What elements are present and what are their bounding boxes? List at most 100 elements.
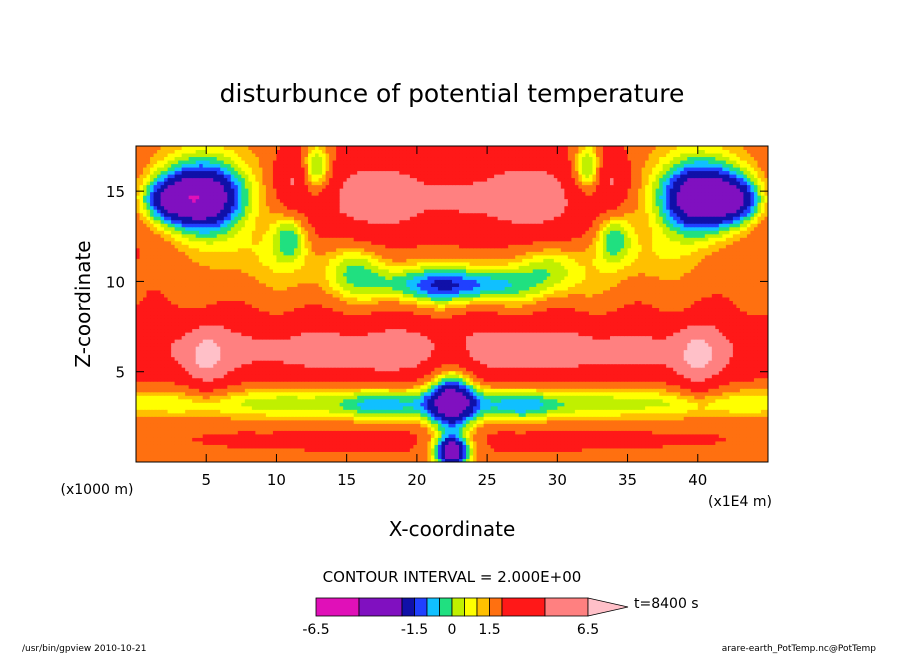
field-cell xyxy=(683,381,688,386)
field-cell xyxy=(395,416,400,421)
field-cell xyxy=(483,451,488,456)
field-cell xyxy=(185,370,190,375)
field-cell xyxy=(336,384,341,389)
field-cell xyxy=(286,409,291,414)
field-cell xyxy=(430,458,435,462)
field-cell xyxy=(539,388,544,393)
field-cell xyxy=(581,433,586,438)
field-cell xyxy=(374,377,379,382)
field-cell xyxy=(160,395,165,400)
field-cell xyxy=(251,363,256,368)
field-cell xyxy=(722,454,727,459)
field-cell xyxy=(564,440,569,445)
field-cell xyxy=(518,398,523,403)
field-cell xyxy=(543,433,548,438)
field-cell xyxy=(501,416,506,421)
field-cell xyxy=(297,402,302,407)
field-cell xyxy=(739,374,744,379)
field-cell xyxy=(595,447,600,452)
field-cell xyxy=(595,444,600,449)
field-cell xyxy=(192,370,197,375)
field-cell xyxy=(634,377,639,382)
field-cell xyxy=(322,388,327,393)
field-cell xyxy=(322,363,327,368)
field-cell xyxy=(697,388,702,393)
field-cell xyxy=(409,391,414,396)
field-cell xyxy=(666,395,671,400)
field-cell xyxy=(655,405,660,410)
field-cell xyxy=(262,374,267,379)
field-cell xyxy=(329,423,334,428)
field-cell xyxy=(455,402,460,407)
field-cell xyxy=(371,447,376,452)
field-cell xyxy=(346,437,351,442)
field-cell xyxy=(371,433,376,438)
field-cell xyxy=(683,384,688,389)
field-cell xyxy=(515,381,520,386)
field-cell xyxy=(276,444,281,449)
field-cell xyxy=(185,447,190,452)
field-cell xyxy=(743,447,748,452)
field-cell xyxy=(290,409,295,414)
field-cell xyxy=(525,419,530,424)
field-cell xyxy=(346,370,351,375)
field-cell xyxy=(346,384,351,389)
field-cell xyxy=(139,412,144,417)
field-cell xyxy=(522,374,527,379)
field-cell xyxy=(732,433,737,438)
field-cell xyxy=(494,370,499,375)
field-cell xyxy=(174,430,179,435)
field-cell xyxy=(599,433,604,438)
field-cell xyxy=(269,370,274,375)
field-cell xyxy=(634,398,639,403)
field-cell xyxy=(652,454,657,459)
field-cell xyxy=(508,409,513,414)
field-cell xyxy=(209,384,214,389)
field-cell xyxy=(216,430,221,435)
field-cell xyxy=(511,419,516,424)
field-cell xyxy=(171,405,176,410)
field-cell xyxy=(497,367,502,372)
field-cell xyxy=(374,451,379,456)
field-cell xyxy=(655,409,660,414)
field-cell xyxy=(518,367,523,372)
field-cell xyxy=(697,391,702,396)
field-cell xyxy=(223,433,228,438)
field-cell xyxy=(567,444,572,449)
field-cell xyxy=(153,409,158,414)
field-cell xyxy=(258,444,263,449)
field-cell xyxy=(676,412,681,417)
field-cell xyxy=(174,458,179,462)
field-cell xyxy=(360,367,365,372)
field-cell xyxy=(715,423,720,428)
field-cell xyxy=(588,381,593,386)
field-cell xyxy=(483,388,488,393)
field-cell xyxy=(269,405,274,410)
field-cell xyxy=(715,430,720,435)
field-cell xyxy=(595,416,600,421)
field-cell xyxy=(364,416,369,421)
field-cell xyxy=(185,388,190,393)
field-cell xyxy=(487,398,492,403)
field-cell xyxy=(585,419,590,424)
field-cell xyxy=(673,433,678,438)
field-cell xyxy=(536,391,541,396)
field-cell xyxy=(294,391,299,396)
field-cell xyxy=(743,430,748,435)
field-cell xyxy=(202,370,207,375)
field-cell xyxy=(178,437,183,442)
field-cell xyxy=(662,388,667,393)
field-cell xyxy=(392,444,397,449)
field-cell xyxy=(237,409,242,414)
field-cell xyxy=(627,402,632,407)
field-cell xyxy=(578,416,583,421)
field-cell xyxy=(522,377,527,382)
field-cell xyxy=(543,458,548,462)
field-cell xyxy=(420,370,425,375)
field-cell xyxy=(487,444,492,449)
field-cell xyxy=(680,451,685,456)
field-cell xyxy=(676,367,681,372)
field-cell xyxy=(704,419,709,424)
field-cell xyxy=(237,416,242,421)
field-cell xyxy=(729,384,734,389)
